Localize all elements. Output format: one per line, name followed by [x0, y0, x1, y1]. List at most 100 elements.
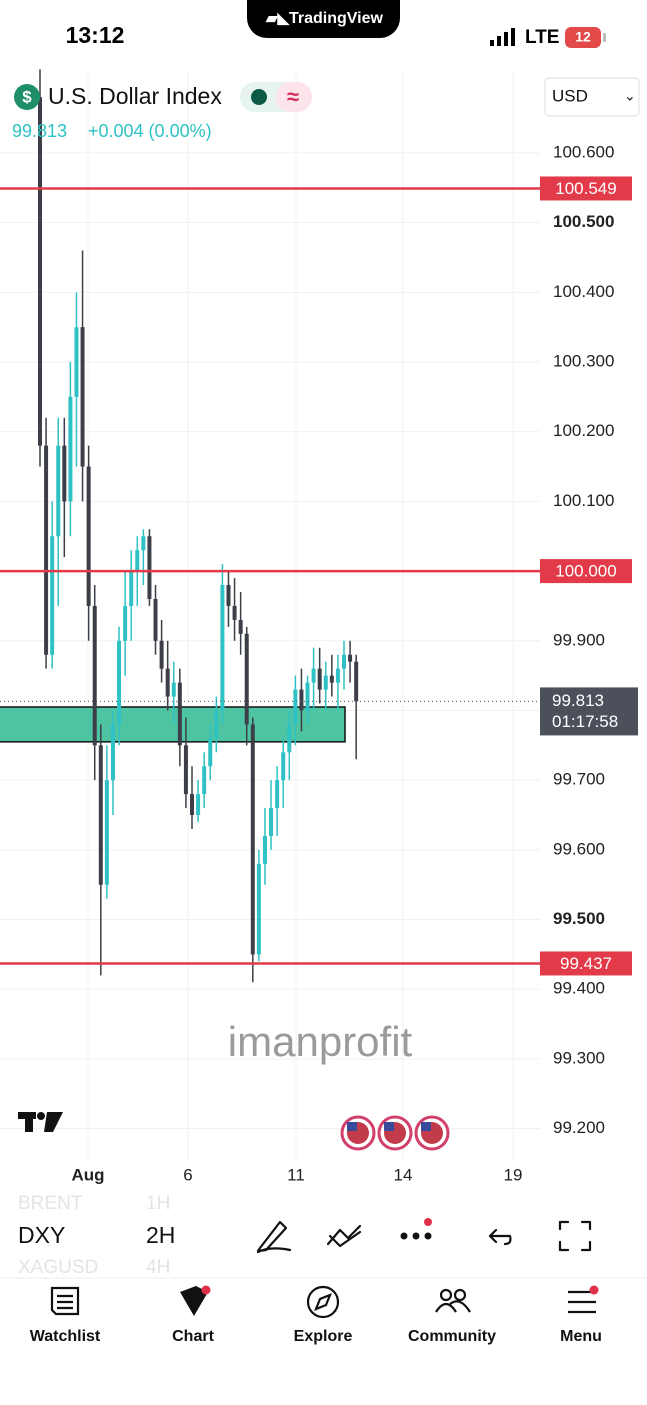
candle-body — [329, 675, 334, 683]
level-label: 100.000 — [555, 562, 616, 581]
nav-label[interactable]: Menu — [560, 1328, 602, 1345]
y-tick-label: 100.100 — [553, 491, 614, 510]
x-tick-label: 19 — [504, 1165, 523, 1184]
y-tick-label: 99.300 — [553, 1048, 605, 1067]
y-tick-label: 99.900 — [553, 630, 605, 649]
battery-cap — [603, 33, 606, 42]
candle-body — [226, 585, 231, 606]
candle-body — [38, 97, 42, 446]
candle-body — [281, 752, 286, 781]
candle-body — [196, 794, 201, 816]
currency: USD — [552, 86, 588, 105]
candle-body — [244, 633, 249, 725]
chart-icon[interactable] — [180, 1286, 208, 1316]
nav-bar: Watchlist Chart Explore Community Menu — [30, 1328, 602, 1345]
x-tick-label: 14 — [394, 1165, 413, 1184]
candle-body — [299, 689, 304, 711]
candle-body — [129, 571, 134, 606]
chart-badge — [201, 1285, 211, 1295]
undo[interactable] — [488, 1228, 512, 1246]
candle-body — [153, 598, 158, 641]
trend-tool[interactable] — [326, 1224, 362, 1248]
candle-body — [183, 745, 188, 795]
draw-tool[interactable] — [256, 1220, 292, 1254]
explore-icon[interactable] — [306, 1285, 340, 1319]
candle-body — [92, 605, 97, 746]
candle-body — [123, 605, 128, 641]
symbol-icon-glyph: $ — [22, 87, 32, 106]
candle-body — [250, 724, 255, 955]
candle-body — [110, 724, 115, 781]
candle-body — [117, 640, 122, 725]
more-tools[interactable] — [400, 1218, 433, 1240]
candle-body — [354, 661, 359, 702]
level-label-box — [540, 176, 632, 201]
delay-icon: ≈ — [287, 84, 299, 109]
app-name: TradingView — [289, 10, 384, 27]
candle-body — [256, 863, 261, 955]
candle-body — [208, 738, 213, 767]
candle-body — [293, 689, 298, 725]
y-tick-label: 100.200 — [553, 421, 614, 440]
zone — [0, 706, 346, 743]
nav-label[interactable]: Explore — [294, 1328, 353, 1345]
last-price-label: 99.813 — [552, 691, 604, 710]
candle-body — [220, 585, 225, 711]
nav-label[interactable]: Watchlist — [30, 1328, 101, 1345]
y-tick-label: 99.500 — [553, 909, 605, 928]
candle-body — [232, 605, 237, 620]
candle-body — [269, 808, 274, 836]
currency-select[interactable] — [544, 77, 640, 117]
y-tick-label: 100.500 — [553, 212, 614, 231]
symbol-name[interactable]: U.S. Dollar Index — [48, 83, 222, 109]
x-tick-label: 6 — [183, 1165, 192, 1184]
candle-body — [141, 536, 146, 551]
candle-body — [80, 327, 85, 467]
candle-body — [348, 654, 353, 662]
candle-body — [342, 654, 346, 669]
last-price-box — [540, 687, 638, 736]
candle-body — [165, 668, 170, 697]
candle-body — [159, 640, 164, 669]
community-head — [453, 1288, 467, 1302]
symbol-icon — [14, 84, 40, 110]
nav-label[interactable]: Community — [408, 1328, 496, 1345]
y-tick-label: 99.700 — [553, 770, 605, 789]
candle-body — [311, 668, 316, 683]
candle-body — [275, 780, 280, 809]
candle-body — [323, 675, 328, 690]
status-pill-right — [276, 82, 312, 112]
community-head — [439, 1288, 453, 1302]
candle-body — [335, 668, 340, 683]
candle-body — [68, 396, 73, 502]
market-dot — [251, 89, 267, 105]
level-label: 100.549 — [555, 179, 616, 198]
community-icon[interactable] — [435, 1300, 471, 1313]
toolbar-faded-interval: 1H — [146, 1193, 170, 1214]
candle-body — [202, 766, 207, 795]
y-tick-label: 100.400 — [553, 282, 614, 301]
y-tick-label: 100.600 — [553, 142, 614, 161]
chart-area: 100.600 100.500 100.400 100.300 100.200 100.1… — [0, 69, 638, 1184]
toolbar-faded-interval: 4H — [146, 1257, 170, 1278]
watchlist-icon[interactable] — [50, 1286, 80, 1316]
candle-body — [56, 445, 61, 537]
fullscreen[interactable] — [558, 1220, 592, 1252]
level-label-box — [540, 559, 632, 584]
toolbar-faded-symbol: XAGUSD — [18, 1257, 98, 1278]
watermark: imanprofit — [228, 1018, 413, 1065]
chevron: ⌄ — [624, 88, 636, 104]
toolbar-symbol[interactable]: DXY — [18, 1222, 65, 1248]
candle-body — [62, 445, 67, 502]
toolbar-interval[interactable]: 2H — [146, 1222, 175, 1248]
candle-body — [74, 327, 79, 397]
candle-body — [317, 668, 322, 690]
candle-body — [98, 745, 103, 885]
candle-body — [50, 536, 55, 655]
event-flags[interactable] — [340, 1115, 450, 1151]
nav-label[interactable]: Chart — [172, 1328, 214, 1345]
battery-level: 12 — [575, 29, 591, 45]
network: LTE — [525, 27, 559, 48]
candle-body — [135, 550, 140, 572]
